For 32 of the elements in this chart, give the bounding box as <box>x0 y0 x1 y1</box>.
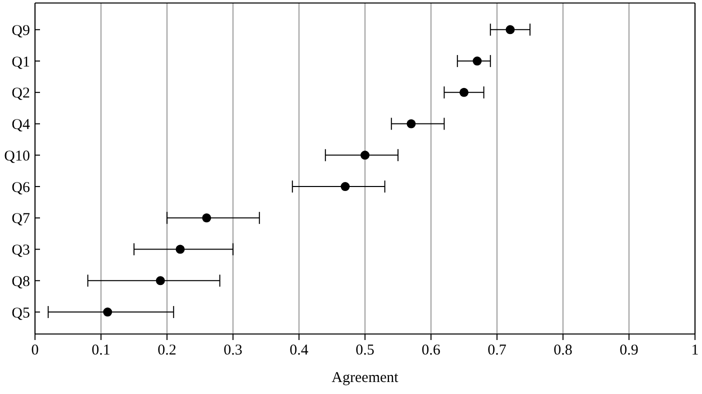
x-tick-label: 0 <box>31 342 39 359</box>
y-tick-label: Q6 <box>12 180 30 196</box>
x-tick-label: 0.8 <box>554 342 572 359</box>
y-tick-label: Q1 <box>12 54 30 70</box>
point <box>156 276 165 286</box>
point <box>202 213 212 222</box>
y-tick-label: Q2 <box>12 86 30 102</box>
y-tick-label: Q8 <box>12 274 30 290</box>
point <box>360 150 370 160</box>
point <box>176 244 185 254</box>
point <box>459 88 469 97</box>
y-tick-label: Q3 <box>12 242 30 259</box>
x-tick-label: 0.3 <box>224 342 242 359</box>
x-axis-title: Agreement <box>332 370 400 386</box>
x-tick-label: 0.9 <box>620 342 638 359</box>
point <box>103 308 112 317</box>
point <box>472 56 482 66</box>
y-tick-label: Q5 <box>12 305 30 322</box>
y-tick-label: Q9 <box>12 22 30 39</box>
x-tick-label: 0.7 <box>488 342 507 359</box>
point <box>406 119 416 128</box>
x-tick-label: 0.1 <box>92 342 110 359</box>
x-tick-label: 0.4 <box>290 342 309 359</box>
x-tick-label: 0.6 <box>422 342 441 359</box>
y-tick-label: Q10 <box>4 148 30 164</box>
x-tick-label: 1 <box>691 342 699 359</box>
point <box>506 25 515 34</box>
y-tick-label: Q7 <box>12 211 30 228</box>
y-tick-label: Q4 <box>12 117 30 134</box>
point <box>340 182 350 192</box>
x-tick-label: 0.5 <box>356 342 374 359</box>
x-tick-label: 0.2 <box>158 342 176 359</box>
